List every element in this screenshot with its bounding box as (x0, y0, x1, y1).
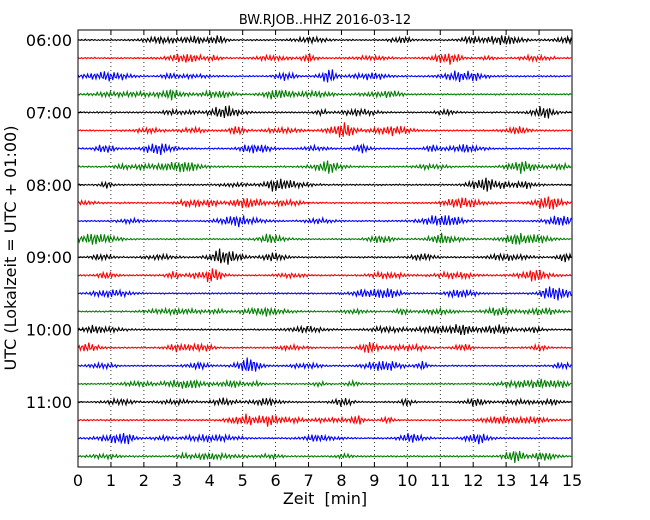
trace-0600 (77, 34, 572, 46)
trace-0630 (77, 69, 572, 83)
grid-lines (110, 30, 540, 467)
y-tick-label: 10:00 (26, 321, 72, 340)
y-tick-label: 07:00 (26, 103, 72, 122)
y-tick-label: 08:00 (26, 176, 72, 195)
trace-0700 (77, 105, 572, 119)
trace-0715 (77, 122, 572, 138)
trace-0645 (77, 88, 572, 101)
y-tick-label: 06:00 (26, 31, 72, 50)
trace-0900 (77, 248, 572, 265)
trace-0830 (77, 215, 572, 228)
trace-0915 (77, 268, 572, 283)
x-tick-label: 10 (397, 471, 417, 490)
trace-0815 (77, 196, 572, 210)
y-tick-label: 09:00 (26, 248, 72, 267)
trace-group (77, 34, 572, 464)
chart-title: BW.RJOB..HHZ 2016-03-12 (239, 13, 411, 28)
x-tick-label: 4 (205, 471, 215, 490)
trace-0800 (77, 177, 572, 192)
x-tick-label: 8 (336, 471, 346, 490)
x-tick-label: 5 (238, 471, 248, 490)
x-tick-label: 11 (430, 471, 450, 490)
plot-frame (77, 29, 573, 468)
trace-1015 (77, 341, 572, 354)
x-tick-label: 0 (73, 471, 83, 490)
x-tick-label: 3 (172, 471, 182, 490)
x-tick-label: 9 (369, 471, 379, 490)
trace-1130 (77, 432, 572, 445)
trace-1115 (77, 413, 572, 427)
x-tick-label: 2 (139, 471, 149, 490)
x-tick-label: 12 (463, 471, 483, 490)
x-axis-label: Zeit [min] (283, 489, 367, 508)
trace-0745 (77, 160, 572, 174)
trace-1045 (77, 378, 572, 390)
trace-0930 (77, 286, 572, 301)
trace-1100 (77, 396, 572, 407)
y-tick-label: 11:00 (26, 393, 72, 412)
trace-1000 (77, 324, 572, 336)
trace-0945 (77, 306, 572, 317)
x-tick-label: 6 (271, 471, 281, 490)
x-tick-label: 7 (303, 471, 313, 490)
trace-0615 (77, 53, 572, 65)
x-tick-label: 1 (106, 471, 116, 490)
trace-1145 (77, 450, 572, 464)
y-axis-ticks: 06:00 07:00 08:00 09:00 10:00 11:00 (26, 31, 572, 412)
trace-0845 (77, 232, 572, 245)
x-tick-label: 15 (562, 471, 582, 490)
trace-1030 (77, 357, 572, 372)
trace-0730 (77, 142, 572, 156)
y-axis-label: UTC (Lokalzeit = UTC + 01:00) (1, 126, 20, 371)
x-tick-label: 14 (529, 471, 549, 490)
x-tick-label: 13 (496, 471, 516, 490)
x-axis-ticks: 0 1 2 3 4 5 6 7 8 9 10 11 12 13 14 15 (73, 30, 582, 490)
